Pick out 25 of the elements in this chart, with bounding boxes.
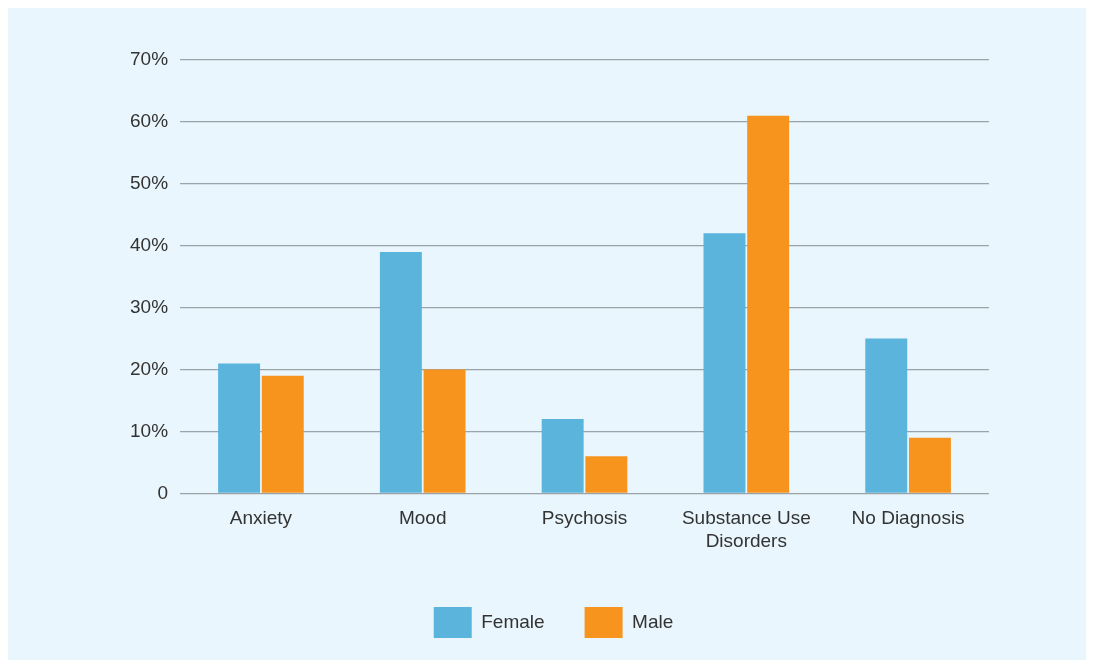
y-tick-label: 40%	[130, 233, 169, 255]
bar	[908, 437, 951, 493]
bar	[261, 375, 304, 493]
y-tick-label: 20%	[130, 357, 169, 379]
bar	[703, 233, 746, 493]
bar	[865, 338, 908, 493]
y-tick-label: 50%	[130, 172, 169, 194]
y-tick-label: 70%	[130, 48, 169, 70]
legend-label: Male	[632, 610, 674, 632]
x-tick-label: No Diagnosis	[851, 507, 965, 529]
bar	[585, 456, 628, 493]
y-tick-label: 30%	[130, 295, 169, 317]
x-tick-label: Anxiety	[229, 507, 293, 529]
y-tick-label: 60%	[130, 110, 169, 132]
x-tick-label: Mood	[398, 507, 447, 529]
bar	[423, 369, 466, 493]
bar	[747, 115, 790, 493]
legend-label: Female	[481, 610, 545, 632]
bar	[541, 419, 584, 493]
y-tick-label: 0	[157, 481, 169, 503]
x-tick-label: Psychosis	[541, 507, 628, 529]
bar	[218, 363, 261, 493]
y-tick-label: 10%	[130, 419, 169, 441]
x-tick-label: Substance Use Disorders	[681, 507, 811, 551]
bar	[379, 251, 422, 493]
